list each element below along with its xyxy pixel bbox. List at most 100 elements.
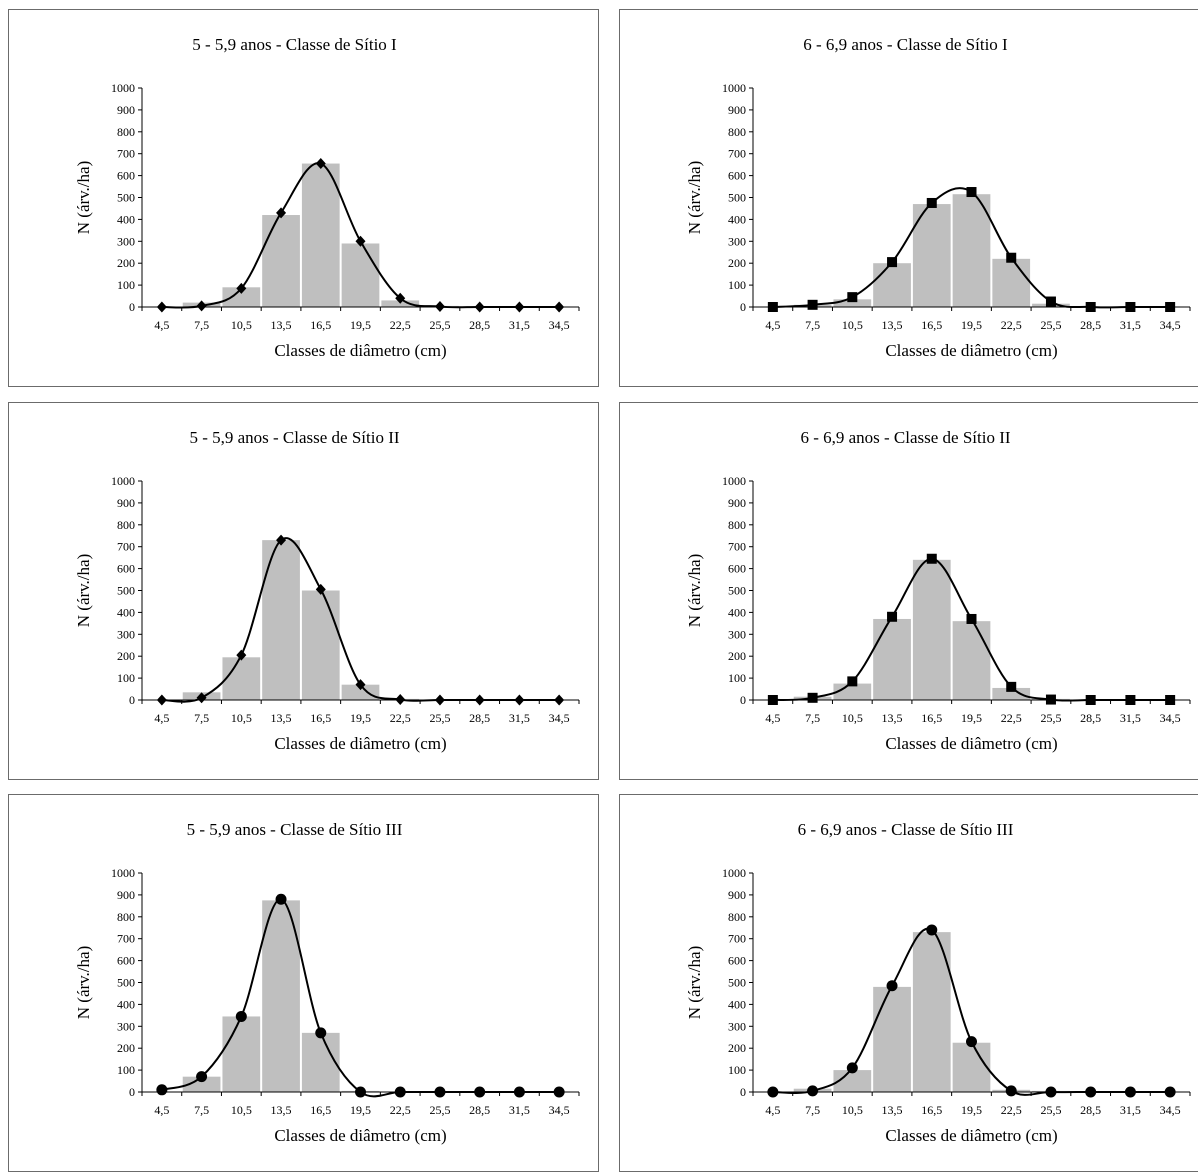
data-point [966,1036,977,1048]
y-tick-label: 100 [117,278,135,292]
y-tick-label: 900 [728,888,746,902]
data-point [315,583,326,595]
data-point [1045,1086,1057,1098]
x-tick-label: 7,5 [805,1103,820,1117]
x-tick-label: 7,5 [805,711,820,725]
x-tick-label: 4,5 [765,318,780,332]
y-tick-label: 700 [728,540,746,554]
chart-title: 6 - 6,9 anos - Classe de Sítio II [800,428,1010,447]
x-tick-label: 16,5 [921,1103,942,1117]
bar [341,684,380,700]
data-point [553,1086,565,1098]
x-tick-label: 4,5 [154,318,169,332]
x-axis-title: Classes de diâmetro (cm) [274,1126,446,1145]
x-tick-label: 34,5 [549,711,570,725]
y-tick-label: 700 [728,932,746,946]
x-tick-label: 13,5 [271,318,292,332]
y-tick-label: 1000 [722,474,746,488]
y-tick-label: 500 [728,584,746,598]
y-tick-label: 700 [117,932,135,946]
data-point [767,1086,779,1098]
bar [833,299,872,307]
y-tick-label: 100 [728,1063,746,1077]
y-axis-title: N (árv./ha) [74,946,93,1019]
bar [992,687,1031,700]
chart-svg: 5 - 5,9 anos - Classe de Sítio II N (árv.… [74,428,580,753]
y-tick-label: 500 [728,191,746,205]
data-point [514,301,525,313]
x-tick-label: 19,5 [350,711,371,725]
y-tick-label: 800 [728,518,746,532]
y-tick-label: 800 [117,518,135,532]
x-tick-label: 28,5 [469,318,490,332]
bar [301,590,340,700]
data-point [1085,1086,1097,1098]
y-tick-label: 200 [728,1041,746,1055]
y-tick-label: 500 [117,976,135,990]
bar [873,263,911,307]
y-tick-label: 700 [117,147,135,161]
data-point [1085,302,1096,312]
y-tick-label: 800 [117,910,135,924]
data-point [236,649,247,661]
data-point [434,1086,446,1098]
x-tick-label: 31,5 [509,1103,530,1117]
x-tick-label: 7,5 [805,318,820,332]
data-point [196,692,207,704]
x-tick-label: 31,5 [509,711,530,725]
data-point [355,679,366,691]
x-tick-label: 19,5 [350,318,371,332]
x-tick-label: 13,5 [271,1103,292,1117]
x-tick-label: 28,5 [1080,711,1101,725]
x-tick-label: 13,5 [882,318,903,332]
data-point [474,694,485,706]
bar [341,243,380,307]
data-point [276,207,287,219]
bar [262,900,300,1092]
data-point [513,1086,525,1098]
y-tick-label: 600 [117,562,135,576]
x-tick-label: 22,5 [390,1103,411,1117]
x-tick-label: 10,5 [231,318,252,332]
data-point [807,1085,819,1097]
bar [222,1016,261,1092]
data-point [1164,1086,1176,1098]
fit-curve [161,537,560,703]
bar [873,986,911,1092]
x-tick-label: 4,5 [765,1103,780,1117]
x-axis-title: Classes de diâmetro (cm) [274,341,446,360]
data-point [1085,695,1096,705]
x-tick-label: 10,5 [231,1103,252,1117]
data-point [156,694,167,706]
chart-panel-age5-site1: 5 - 5,9 anos - Classe de Sítio I N (árv./… [8,9,599,387]
data-point [395,694,406,706]
y-tick-label: 300 [117,1019,135,1033]
x-tick-label: 34,5 [1160,711,1181,725]
y-tick-label: 900 [728,103,746,117]
x-tick-label: 4,5 [154,1103,169,1117]
data-point [196,300,207,312]
data-point [807,692,818,703]
x-tick-label: 25,5 [1040,711,1061,725]
chart-svg: 5 - 5,9 anos - Classe de Sítio I N (árv./… [74,35,580,360]
chart-title: 5 - 5,9 anos - Classe de Sítio I [192,35,397,54]
data-point [886,980,898,992]
x-tick-label: 25,5 [1040,318,1061,332]
data-point [434,694,445,706]
y-tick-label: 100 [117,1063,135,1077]
x-tick-label: 19,5 [961,1103,982,1117]
chart-svg: 6 - 6,9 anos - Classe de Sítio III N (árv… [685,820,1191,1145]
x-tick-label: 25,5 [1040,1103,1061,1117]
chart-svg: 6 - 6,9 anos - Classe de Sítio II N (árv.… [685,428,1191,753]
data-point [355,1086,366,1098]
bar [182,1076,221,1092]
data-point [1005,1085,1017,1097]
x-axis-title: Classes de diâmetro (cm) [885,734,1057,753]
chart-panel-age6-site1: 6 - 6,9 anos - Classe de Sítio I N (árv./… [619,9,1198,387]
x-tick-label: 25,5 [429,318,450,332]
x-tick-label: 28,5 [469,1103,490,1117]
x-axis-title: Classes de diâmetro (cm) [885,1126,1057,1145]
y-tick-label: 1000 [111,866,135,880]
x-axis-title: Classes de diâmetro (cm) [885,341,1057,360]
data-point [966,187,977,198]
